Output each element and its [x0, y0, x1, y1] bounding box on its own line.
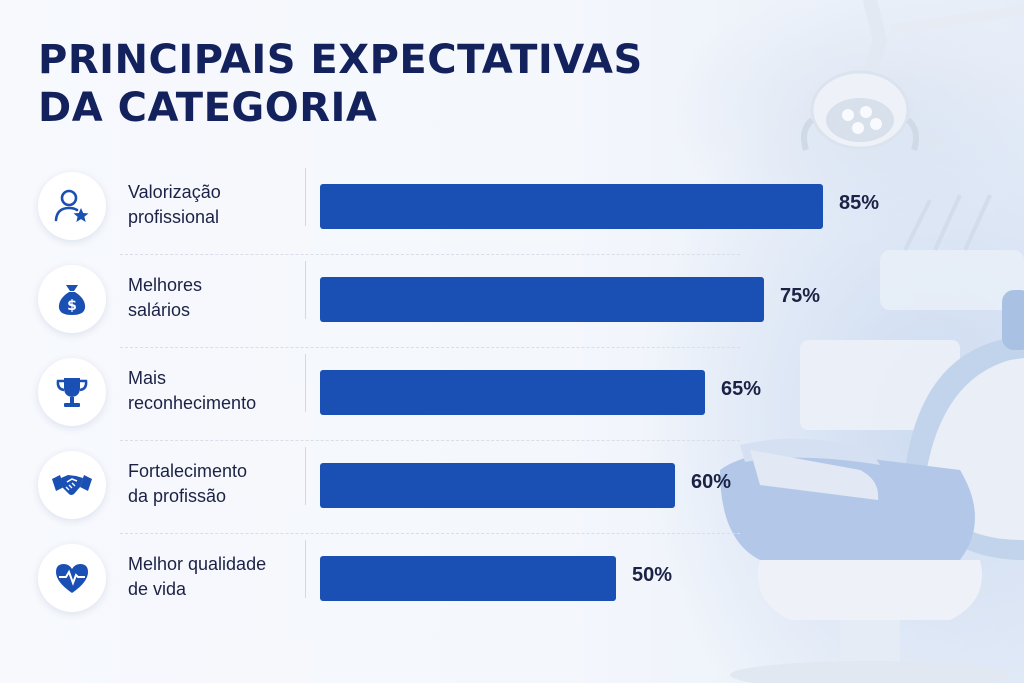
chart-row: $ Melhores salários 75%: [0, 261, 1024, 357]
bar-value-label: 75%: [780, 285, 821, 307]
heart-pulse-icon: [38, 544, 106, 612]
category-label-line: Melhores: [128, 275, 203, 295]
bar: [320, 463, 675, 508]
bar: [320, 184, 823, 229]
category-label-line: salários: [128, 300, 191, 320]
category-label: Fortalecimento da profissão: [128, 459, 298, 509]
category-label-line: Valorização: [128, 182, 221, 202]
chart-title: PRINCIPAIS EXPECTATIVAS DA CATEGORIA: [38, 36, 738, 132]
bar: [320, 556, 616, 601]
category-label-line: de vida: [128, 579, 187, 599]
handshake-icon: [38, 451, 106, 519]
money-bag-icon: $: [38, 265, 106, 333]
category-label-line: Melhor qualidade: [128, 554, 267, 574]
bar: [320, 277, 764, 322]
row-divider: [305, 447, 306, 505]
row-divider: [305, 354, 306, 412]
category-label-line: da profissão: [128, 486, 227, 506]
chart-title-line-2: DA CATEGORIA: [38, 85, 378, 131]
row-divider: [305, 168, 306, 226]
category-label-line: Fortalecimento: [128, 461, 248, 481]
row-separator: [120, 254, 740, 255]
bar-value-label: 85%: [839, 192, 880, 214]
category-label: Melhores salários: [128, 273, 298, 323]
row-divider: [305, 540, 306, 598]
row-separator: [120, 347, 740, 348]
row-separator: [120, 533, 740, 534]
bar-value-label: 60%: [691, 471, 732, 493]
chart-title-line-1: PRINCIPAIS EXPECTATIVAS: [38, 37, 643, 83]
row-separator: [120, 440, 740, 441]
category-label: Mais reconhecimento: [128, 366, 298, 416]
chart-row: Valorização profissional 85%: [0, 168, 1024, 264]
svg-text:$: $: [67, 298, 77, 314]
bar-value-label: 50%: [632, 564, 673, 586]
category-label-line: reconhecimento: [128, 393, 257, 413]
row-divider: [305, 261, 306, 319]
category-label: Valorização profissional: [128, 180, 298, 230]
category-label: Melhor qualidade de vida: [128, 552, 298, 602]
category-label-line: profissional: [128, 207, 220, 227]
chart-row: Fortalecimento da profissão 60%: [0, 447, 1024, 543]
bar: [320, 370, 705, 415]
category-label-line: Mais: [128, 368, 167, 388]
bar-value-label: 65%: [721, 378, 762, 400]
chart-row: Mais reconhecimento 65%: [0, 354, 1024, 450]
professional-user-star-icon: [38, 172, 106, 240]
trophy-icon: [38, 358, 106, 426]
chart-row: Melhor qualidade de vida 50%: [0, 540, 1024, 636]
